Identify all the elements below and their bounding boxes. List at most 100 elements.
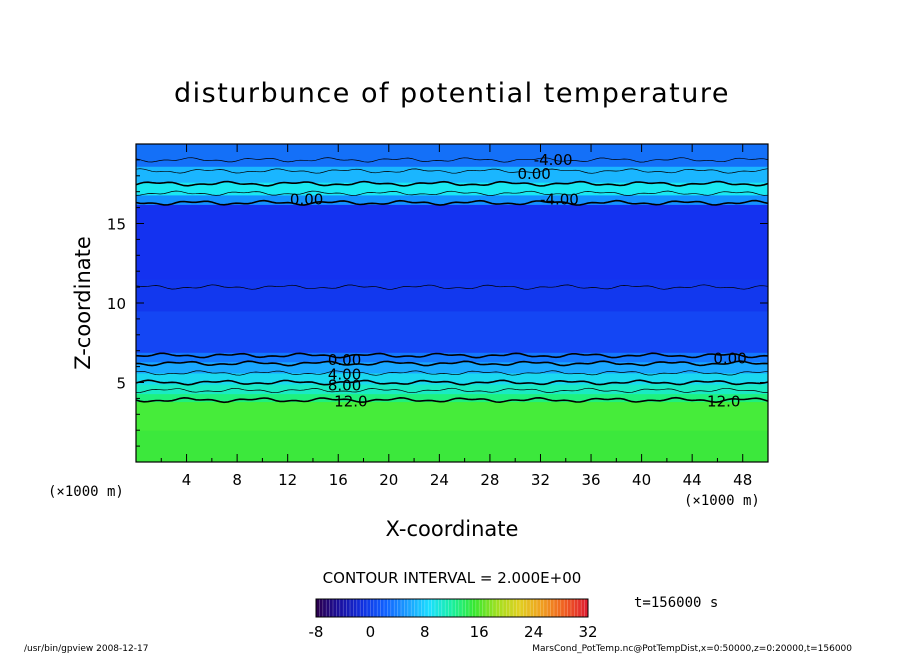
x-tick-label: 48 — [733, 471, 752, 489]
heatmap-band-5 — [136, 361, 768, 374]
colorbar-segment — [577, 599, 582, 617]
colorbar-frame — [315, 598, 589, 618]
colorbar-segment — [353, 599, 358, 617]
colorbar-segment — [499, 599, 504, 617]
colorbar-segment — [520, 599, 524, 617]
colorbar-segment — [554, 599, 558, 617]
colorbar-segment — [533, 599, 538, 617]
colorbar-segment — [363, 599, 368, 617]
colorbar-segment — [537, 599, 541, 617]
x-tick-label: 28 — [480, 471, 499, 489]
colorbar-segment — [486, 599, 490, 617]
y-axis-label: Z-coordinate — [71, 236, 95, 370]
colorbar-segment — [516, 599, 521, 617]
contour-label: 12.0 — [707, 393, 740, 411]
colorbar-segment — [479, 599, 483, 617]
contour-label: 0.00 — [290, 191, 323, 209]
colorbar-segment — [506, 599, 511, 617]
colorbar-segment — [571, 599, 575, 617]
heatmap-band-6 — [136, 352, 768, 363]
heatmap-band-13 — [136, 144, 768, 167]
contour-label: -4.00 — [540, 191, 579, 209]
colorbar-ticks: -8 0 8 16 24 32 — [309, 623, 598, 641]
colorbar-segment — [367, 599, 371, 617]
contour-lines — [136, 157, 768, 404]
contour-label: 12.0 — [334, 393, 367, 411]
colorbar-segment — [455, 599, 460, 617]
colorbar-segment — [526, 599, 531, 617]
footer-left: /usr/bin/gpview 2008-12-17 — [24, 644, 148, 654]
x-tick-label: 8 — [232, 471, 242, 489]
footer-right: MarsCond_PotTemp.nc@PotTempDist,x=0:5000… — [532, 644, 852, 654]
colorbar-segment — [482, 599, 487, 617]
contour-line-3 — [136, 370, 768, 376]
colorbar-segment — [492, 599, 497, 617]
heatmap-band-9 — [136, 204, 768, 280]
colorbar-segment — [560, 599, 565, 617]
heatmap-band-10 — [136, 194, 768, 205]
heatmap-band-7 — [136, 310, 768, 353]
contour-line-8 — [136, 190, 768, 196]
colorbar-segment — [339, 599, 344, 617]
contour-line-1 — [136, 387, 768, 394]
colorbar-segment — [421, 599, 426, 617]
colorbar-segment — [503, 599, 507, 617]
colorbar-segment — [584, 599, 589, 617]
colorbar-segment — [543, 599, 548, 617]
x-unit-left: (×1000 m) — [48, 484, 124, 500]
x-tick-label: 4 — [182, 471, 192, 489]
x-tick-label: 24 — [430, 471, 449, 489]
y-tick-label: 15 — [107, 216, 126, 234]
colorbar-segment — [360, 599, 364, 617]
colorbar-segment — [438, 599, 443, 617]
colorbar-segment — [390, 599, 395, 617]
chart-title: disturbunce of potential temperature — [174, 78, 730, 109]
colorbar-segment — [336, 599, 341, 617]
colorbar-segment — [384, 599, 388, 617]
colorbar-segment — [414, 599, 419, 617]
x-tick-label: 20 — [379, 471, 398, 489]
x-tick-label: 40 — [632, 471, 651, 489]
colorbar-segment — [513, 599, 517, 617]
colorbar-segment — [329, 599, 334, 617]
colorbar-segment — [404, 599, 409, 617]
colorbar-segment — [431, 599, 436, 617]
colorbar-segment — [475, 599, 480, 617]
colorbar-segment — [472, 599, 477, 617]
time-label: t=156000 s — [634, 595, 718, 611]
x-tick-label: 32 — [531, 471, 550, 489]
colorbar-segment — [509, 599, 514, 617]
colorbar-segment — [319, 599, 324, 617]
colorbar-segment — [407, 599, 412, 617]
heatmap-band-2 — [136, 393, 768, 403]
colorbar-segment — [370, 599, 375, 617]
contour-label: 8.00 — [328, 377, 361, 395]
contour-label: 4.00 — [328, 366, 361, 384]
colorbar-segment — [373, 599, 378, 617]
colorbar-tick-label: 8 — [420, 623, 430, 641]
contour-line-0 — [136, 396, 768, 404]
heatmap-bands — [136, 144, 768, 462]
colorbar-segment — [377, 599, 381, 617]
contour-line-10 — [136, 168, 768, 174]
heatmap-band-4 — [136, 372, 768, 385]
contour-line-4 — [136, 360, 768, 367]
colorbar-segment — [523, 599, 528, 617]
colorbar-segment — [469, 599, 473, 617]
contour-line-7 — [136, 199, 768, 206]
colorbar-segment — [346, 599, 351, 617]
contour-line-9 — [136, 180, 768, 187]
colorbar-segment — [441, 599, 446, 617]
contour-line-6 — [136, 284, 768, 290]
colorbar-segment — [322, 599, 327, 617]
colorbar-segment — [489, 599, 494, 617]
colorbar-segment — [418, 599, 422, 617]
colorbar-tick-label: -8 — [309, 623, 324, 641]
colorbar-segment — [316, 599, 320, 617]
colorbar-segment — [448, 599, 453, 617]
colorbar-tick-label: 32 — [578, 623, 597, 641]
x-tick-label: 44 — [683, 471, 702, 489]
colorbar — [315, 599, 589, 617]
colorbar-segment — [550, 599, 555, 617]
